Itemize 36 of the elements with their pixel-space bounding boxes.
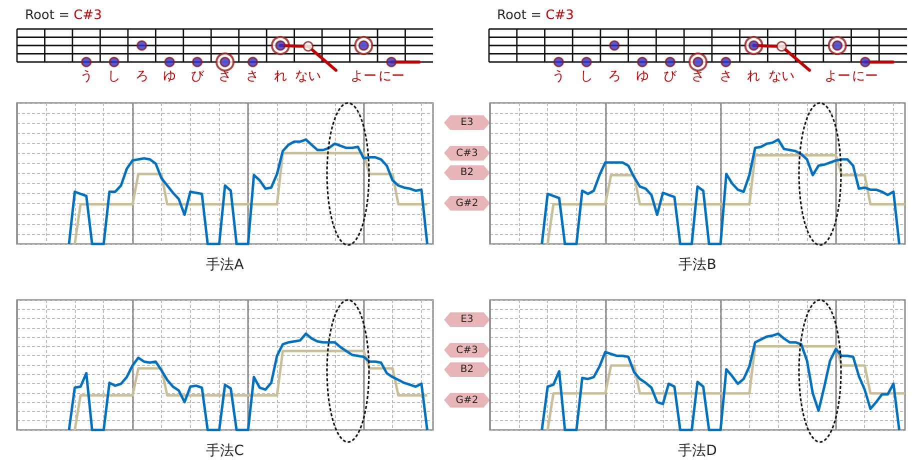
x-tick-label: にー	[378, 69, 404, 84]
text: C#3	[444, 342, 490, 358]
x-tick-label: ゆ	[636, 69, 649, 84]
x-tick-label: し	[580, 69, 594, 84]
text: B2	[444, 165, 490, 180]
chart-title: Root = C#3	[25, 8, 102, 23]
text: B2	[444, 362, 490, 378]
x-tick-label: さ	[218, 69, 232, 84]
x-tick-label: さ	[246, 69, 260, 84]
x-tick-label: さ	[719, 69, 732, 84]
x-tick-label: さ	[692, 69, 704, 84]
text: G#2	[444, 196, 490, 211]
x-tick-label: れ	[747, 69, 760, 84]
x-tick-label: よー	[350, 69, 377, 84]
text: C#3	[444, 146, 490, 161]
x-tick-label: ゆ	[163, 69, 176, 84]
x-axis-title: 手法D	[678, 443, 717, 459]
x-tick-label: う	[80, 69, 93, 84]
x-tick-label: び	[190, 69, 205, 84]
x-tick-label: び	[664, 69, 678, 84]
x-axis-title: 手法C	[206, 443, 244, 459]
text: E3	[444, 312, 490, 328]
x-tick-label: う	[552, 69, 566, 84]
chart-title: Root = C#3	[497, 8, 574, 23]
text: E3	[444, 115, 490, 130]
x-tick-label: れ	[274, 69, 287, 84]
x-tick-label: し	[108, 69, 121, 84]
x-axis-title: 手法B	[678, 257, 716, 273]
x-tick-label: ろ	[608, 69, 621, 84]
text: G#2	[444, 392, 490, 408]
x-tick-label: ない	[768, 69, 795, 84]
x-tick-label: よー	[824, 69, 850, 84]
x-axis-title: 手法A	[206, 257, 244, 273]
x-tick-label: にー	[852, 69, 878, 84]
x-tick-label: ない	[295, 69, 322, 84]
x-tick-label: ろ	[135, 69, 148, 84]
